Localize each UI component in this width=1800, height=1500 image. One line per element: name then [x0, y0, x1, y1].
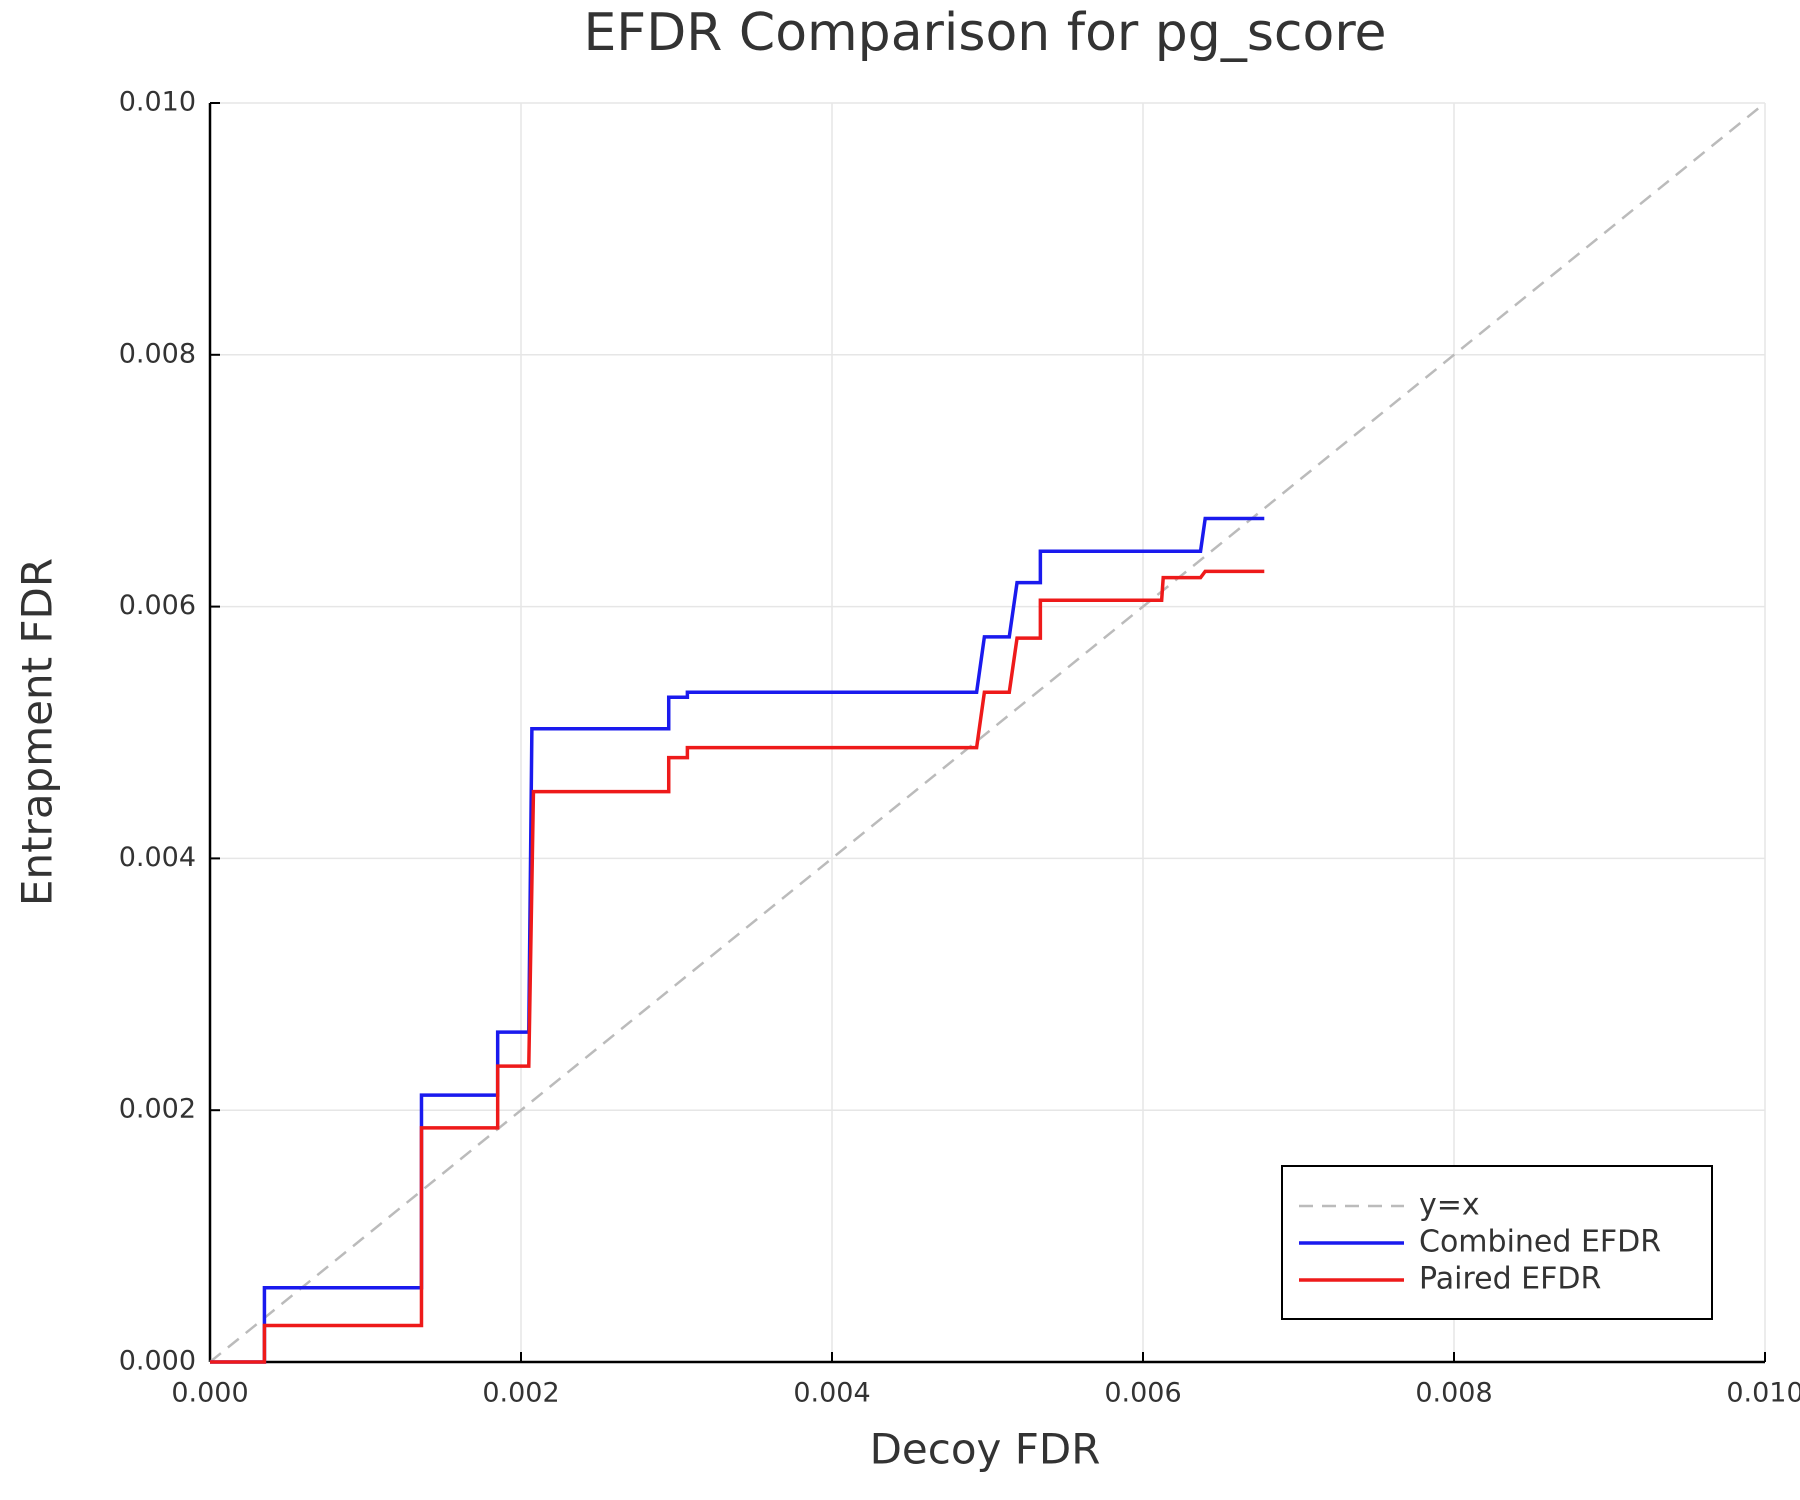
y-axis-label: Entrapment FDR	[13, 558, 62, 906]
series-line	[210, 516, 1265, 1364]
legend-label: y=x	[1419, 1188, 1480, 1223]
legend-label: Paired EFDR	[1419, 1262, 1601, 1297]
x-tick-label: 0.002	[482, 1378, 559, 1409]
series-line	[209, 102, 1766, 1363]
chart-title: EFDR Comparison for pg_score	[583, 3, 1386, 63]
y-tick-label: 0.010	[119, 87, 196, 118]
x-tick-label: 0.004	[793, 1378, 870, 1409]
y-tick-label: 0.006	[119, 590, 196, 621]
x-axis-label: Decoy FDR	[870, 1425, 1101, 1474]
x-tick-label: 0.010	[1726, 1378, 1800, 1409]
legend-label: Combined EFDR	[1419, 1225, 1661, 1260]
x-tick-label: 0.008	[1415, 1378, 1492, 1409]
series-line	[210, 569, 1265, 1364]
y-tick-label: 0.002	[119, 1094, 196, 1125]
y-tick-label: 0.000	[119, 1346, 196, 1377]
y-tick-label: 0.008	[119, 338, 196, 369]
x-tick-label: 0.000	[171, 1378, 248, 1409]
y-tick-label: 0.004	[119, 842, 196, 873]
x-tick-label: 0.006	[1104, 1378, 1181, 1409]
